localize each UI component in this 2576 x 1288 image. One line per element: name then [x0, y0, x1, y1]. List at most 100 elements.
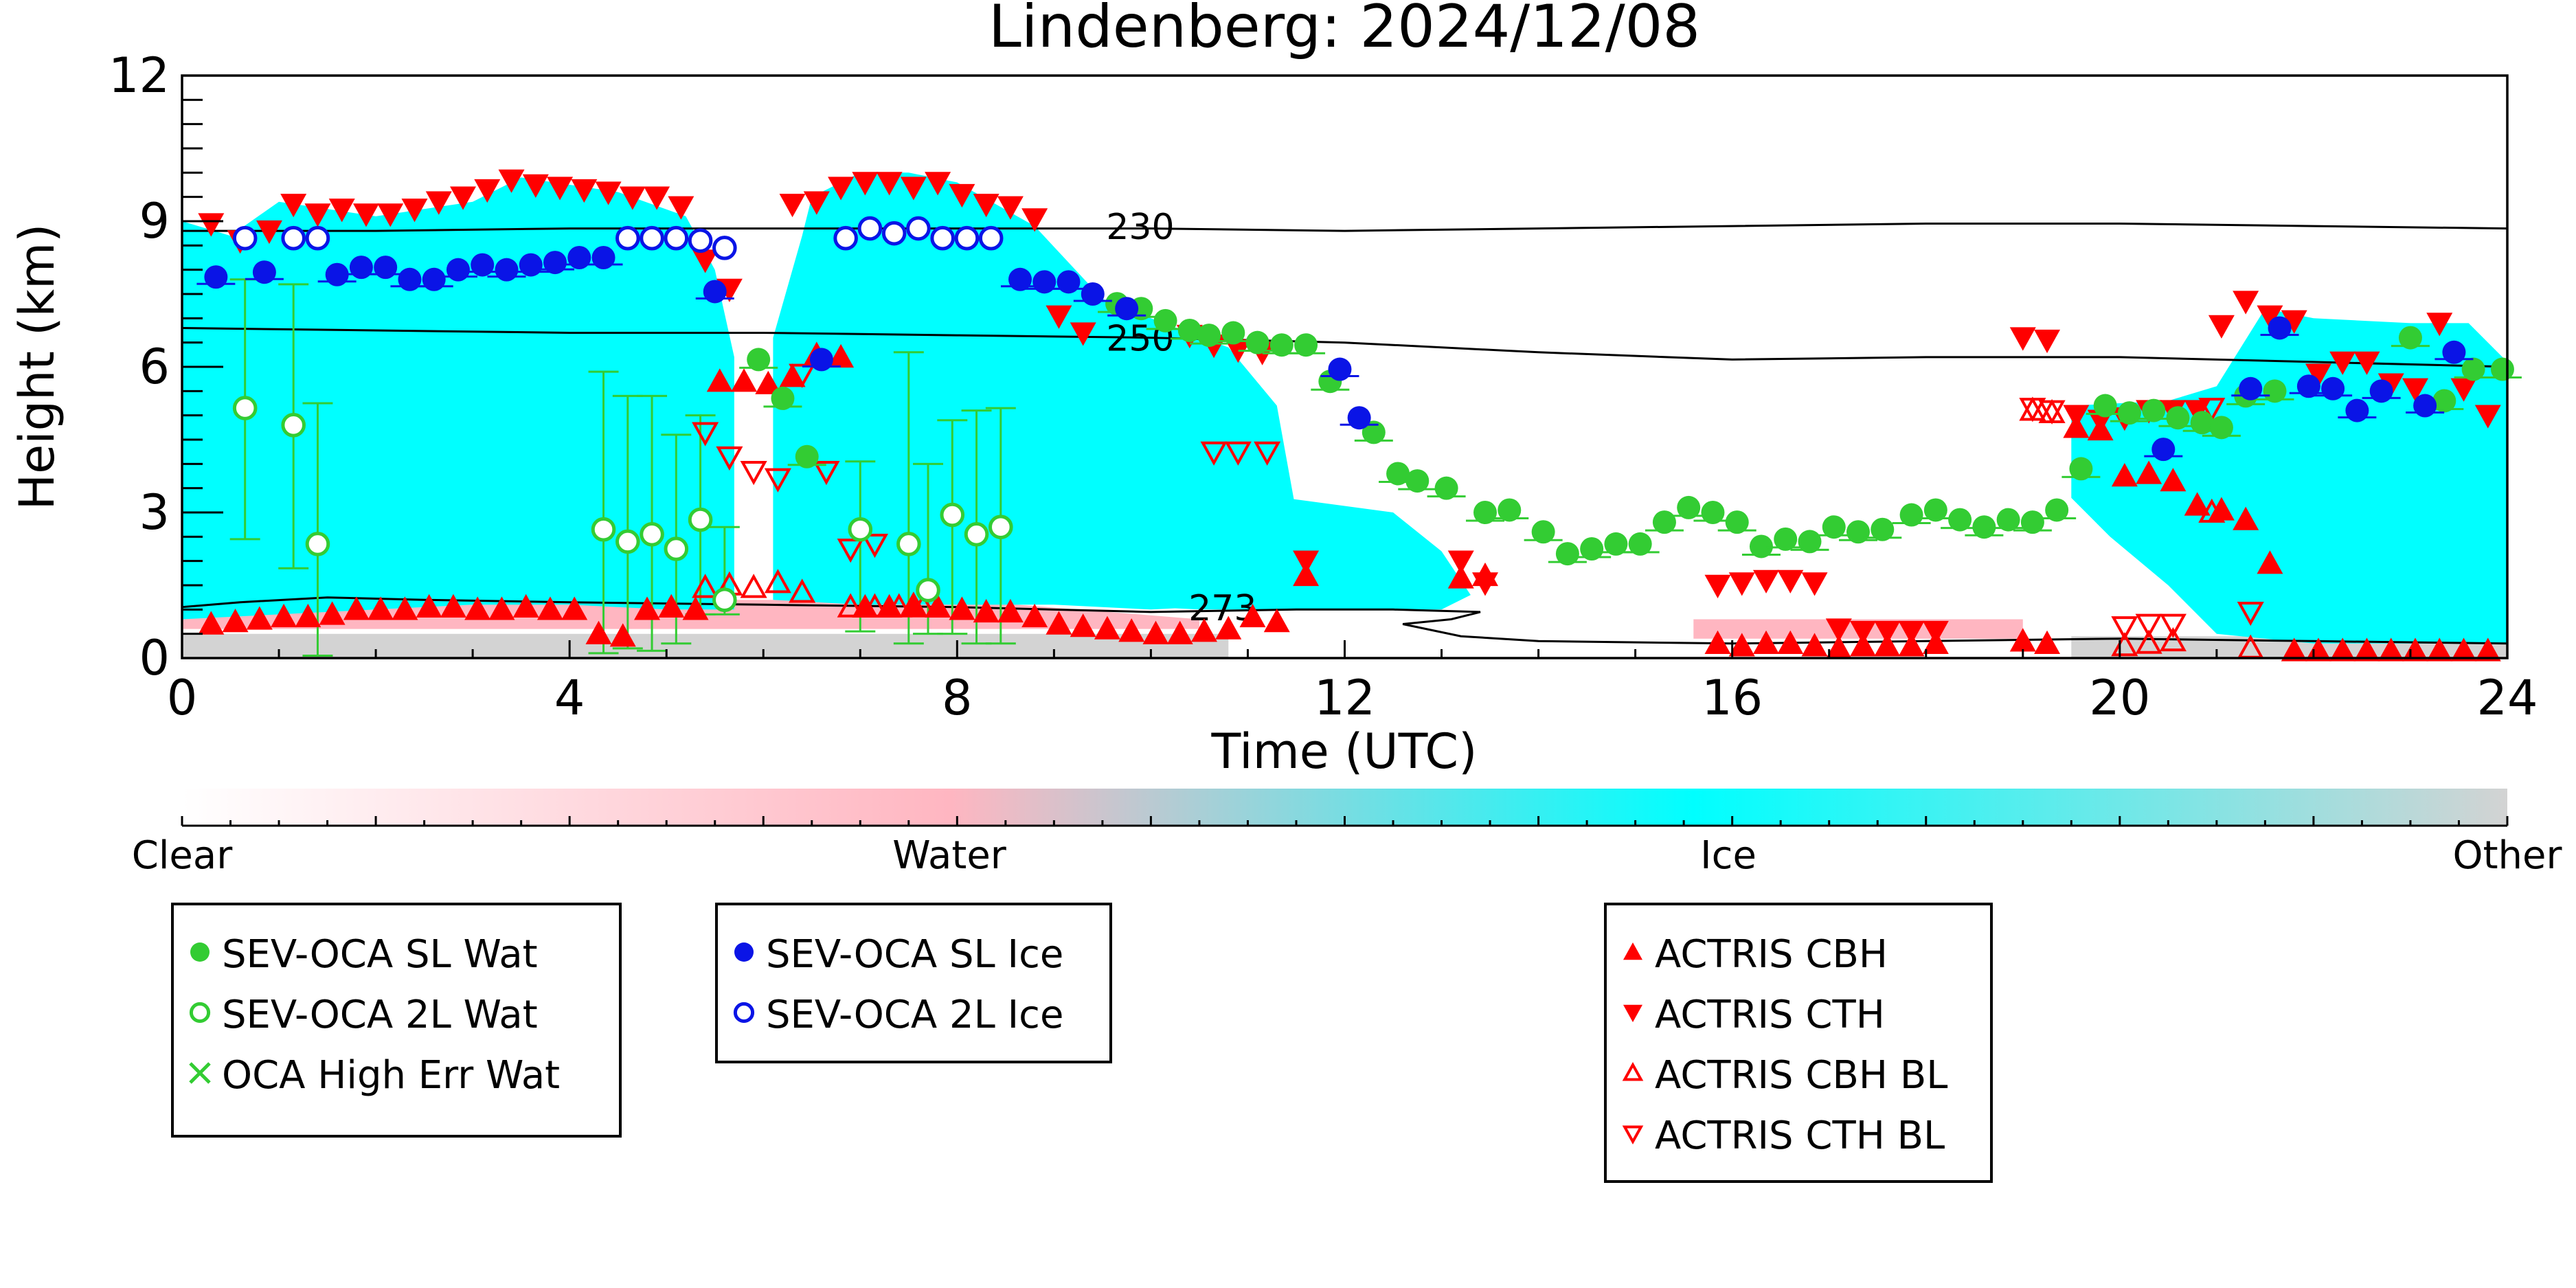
- legend-marker-sev-oca-sl-wat: [190, 942, 210, 962]
- actris-cbh-point: [1777, 630, 1804, 654]
- sev-oca-sl-ice-point: [809, 348, 833, 372]
- sev-oca-sl-wat-point: [747, 348, 771, 372]
- actris-cbh-bl-point: [909, 593, 937, 618]
- actris-cbh-point: [440, 594, 466, 618]
- actris-cbh-point: [1215, 615, 1242, 640]
- actris-cth-point: [1874, 620, 1901, 645]
- actris-cth-bl-point: [1254, 441, 1281, 466]
- legend-label-sev-oca-sl-ice: SEV-OCA SL Ice: [766, 932, 1063, 977]
- data-markers: [196, 169, 2522, 662]
- sev-oca-sl-ice-point: [471, 253, 495, 277]
- actris-cbh-point: [634, 596, 660, 620]
- actris-cth-point: [2305, 363, 2331, 387]
- actris-cbh-point: [512, 594, 539, 618]
- actris-cth-point: [1704, 574, 1731, 598]
- actris-cbh-point: [2208, 497, 2235, 521]
- actris-cbh-bl-point: [2159, 626, 2187, 652]
- actris-cth-point: [474, 179, 501, 203]
- sev-oca-sl-ice-point: [495, 258, 519, 282]
- sev-oca-sl-wat-point: [1245, 330, 1269, 354]
- actris-cth-point: [571, 179, 598, 203]
- actris-cth-point: [2329, 351, 2356, 375]
- actris-cth-point: [352, 203, 379, 227]
- actris-cbh-point: [319, 601, 346, 625]
- actris-cbh-point: [1263, 609, 1290, 633]
- actris-cth-bl-point: [1224, 441, 1252, 466]
- colorbar-label-clear: Clear: [132, 833, 233, 878]
- sev-oca-sl-wat-point: [795, 444, 819, 468]
- actris-cth-point: [304, 203, 331, 227]
- actris-cth-point: [2450, 378, 2477, 402]
- actris-cth-bl-point: [2237, 601, 2264, 626]
- sev-oca-sl-ice-point: [1347, 406, 1371, 430]
- actris-cth-point: [668, 196, 694, 220]
- actris-cbh-point: [1874, 633, 1901, 657]
- actris-cth-point: [1293, 550, 1320, 574]
- sev-oca-2l-ice-point: [930, 225, 955, 251]
- actris-cth-bl-point: [2019, 398, 2046, 422]
- actris-cbh-point: [2034, 630, 2061, 654]
- actris-cth-point: [644, 186, 670, 210]
- actris-cbh-bl-point: [2198, 498, 2226, 523]
- actris-cbh-point: [2450, 637, 2477, 662]
- ice-region: [2071, 308, 2507, 644]
- sev-oca-sl-wat-point: [1798, 530, 1822, 554]
- actris-cbh-point: [1898, 633, 1925, 657]
- sev-oca-sl-ice-point: [204, 265, 228, 289]
- actris-cth-bl-point: [789, 363, 816, 388]
- sev-oca-sl-ice-point: [325, 262, 349, 286]
- actris-cth-bl-point: [2159, 613, 2187, 638]
- sev-oca-sl-wat-point: [2069, 457, 2093, 481]
- actris-cth-point: [1850, 620, 1877, 645]
- sev-oca-2l-wat-point: [688, 507, 713, 532]
- actris-cth-point: [692, 249, 719, 273]
- actris-cbh-bl-point: [2135, 629, 2162, 654]
- actris-cbh-point: [1728, 633, 1755, 657]
- legend-marker-sev-oca-sl-ice: [734, 942, 754, 962]
- actris-cbh-point: [1021, 603, 1048, 628]
- actris-cth-bl-point: [2198, 398, 2226, 422]
- sev-oca-sl-wat-point: [771, 386, 795, 410]
- sev-oca-sl-ice-point: [543, 251, 567, 275]
- actris-cth-point: [2233, 291, 2259, 315]
- actris-cth-bl-point: [2111, 616, 2138, 641]
- actris-cth-point: [2063, 405, 2090, 429]
- actris-cbh-point: [271, 603, 297, 628]
- actris-cth-point: [2009, 327, 2036, 351]
- actris-cbh-point: [755, 370, 782, 394]
- colorbar-label-ice: Ice: [1700, 833, 1756, 878]
- actris-cbh-point: [682, 596, 709, 620]
- actris-cth-bl-point: [837, 539, 864, 563]
- sev-oca-2l-ice-point: [978, 225, 1004, 251]
- actris-cbh-point: [343, 596, 370, 620]
- actris-cth-point: [498, 169, 525, 193]
- sev-oca-2l-ice-point: [906, 216, 931, 241]
- actris-cth-point: [828, 177, 855, 201]
- actris-cth-point: [1922, 620, 1949, 645]
- sev-oca-2l-ice-point: [712, 236, 737, 260]
- sev-oca-sl-ice-point: [1328, 357, 1352, 381]
- actris-cth-bl-point: [716, 446, 743, 471]
- sev-oca-sl-ice-point: [1008, 267, 1032, 291]
- sev-oca-sl-ice-point: [1032, 270, 1057, 294]
- actris-cbh-point: [1447, 565, 1474, 589]
- sev-oca-2l-ice-point: [232, 225, 258, 251]
- sev-oca-sl-ice-point: [2296, 374, 2320, 398]
- actris-cth-point: [997, 196, 1024, 220]
- sev-oca-2l-wat-point: [964, 522, 989, 547]
- sev-oca-2l-wat-point: [712, 587, 737, 613]
- legend-label-actris-cbh: ACTRIS CBH: [1655, 932, 1888, 977]
- actris-cbh-bl-point: [837, 593, 864, 618]
- actris-cth-point: [547, 177, 574, 201]
- sev-oca-2l-wat-point: [305, 532, 330, 556]
- sev-oca-2l-ice-point: [954, 225, 980, 251]
- classification-colorbar: Clear Water Ice Other: [132, 789, 2562, 878]
- legend-label-sev-oca-2l-wat: SEV-OCA 2L Wat: [222, 993, 538, 1037]
- actris-cth-point: [1801, 572, 1828, 596]
- sev-oca-sl-wat-point: [2045, 498, 2069, 522]
- actris-cbh-point: [2184, 492, 2211, 516]
- sev-oca-sl-wat-point: [2020, 510, 2044, 534]
- sev-oca-sl-wat-point: [2142, 398, 2166, 422]
- sev-oca-2l-ice-point: [664, 225, 689, 251]
- actris-cbh-point: [295, 603, 321, 628]
